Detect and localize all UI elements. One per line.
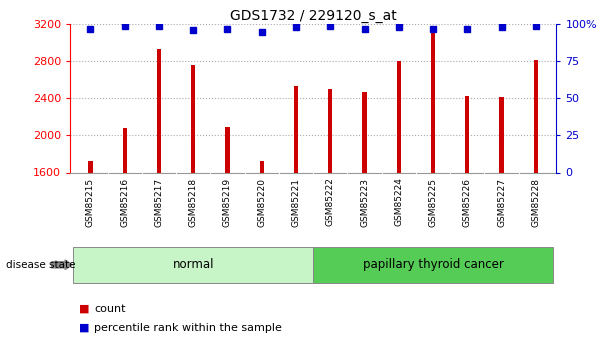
Bar (465, 97, 469, 172)
Bar (88, 161, 92, 172)
Text: GSM85218: GSM85218 (188, 178, 198, 227)
Bar (431, 31, 435, 172)
Bar (226, 127, 230, 172)
Text: GSM85227: GSM85227 (497, 178, 506, 227)
Text: GSM85220: GSM85220 (257, 178, 266, 227)
Text: GSM85224: GSM85224 (394, 178, 403, 226)
Bar (328, 89, 333, 172)
Text: GSM85215: GSM85215 (86, 178, 95, 227)
Text: papillary thyroid cancer: papillary thyroid cancer (362, 258, 503, 271)
Bar (362, 92, 367, 172)
Bar (294, 86, 298, 172)
Text: percentile rank within the sample: percentile rank within the sample (94, 323, 282, 333)
Bar (499, 97, 503, 172)
Bar (157, 49, 161, 172)
Text: GSM85216: GSM85216 (120, 178, 130, 227)
Bar (396, 61, 401, 172)
Bar (534, 60, 538, 172)
Title: GDS1732 / 229120_s_at: GDS1732 / 229120_s_at (230, 9, 396, 23)
Text: GSM85222: GSM85222 (326, 178, 335, 226)
Bar (123, 128, 127, 172)
Text: GSM85223: GSM85223 (360, 178, 369, 227)
Text: GSM85225: GSM85225 (429, 178, 438, 227)
Text: ■: ■ (79, 323, 89, 333)
Text: ■: ■ (79, 304, 89, 314)
Text: GSM85219: GSM85219 (223, 178, 232, 227)
Text: count: count (94, 304, 126, 314)
Text: GSM85217: GSM85217 (154, 178, 164, 227)
Bar (74, 247, 313, 283)
Bar (313, 247, 553, 283)
Text: GSM85226: GSM85226 (463, 178, 472, 227)
Bar (191, 65, 195, 172)
Text: disease state: disease state (6, 260, 75, 270)
Text: GSM85221: GSM85221 (291, 178, 300, 227)
Bar (260, 161, 264, 172)
Text: GSM85228: GSM85228 (531, 178, 541, 227)
Text: normal: normal (173, 258, 214, 271)
